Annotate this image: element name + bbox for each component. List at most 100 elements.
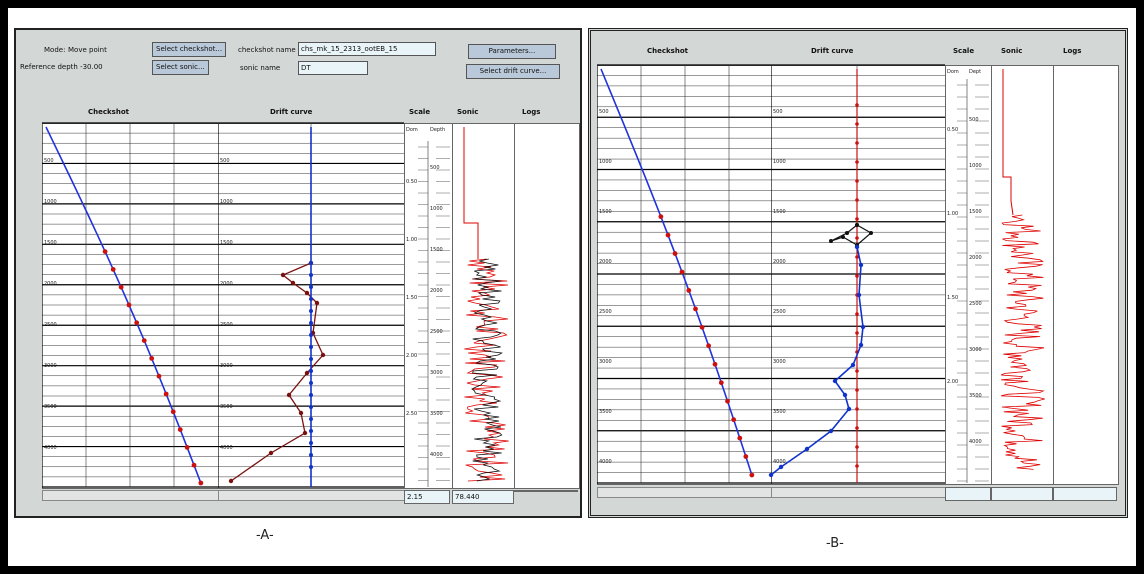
checkshot-a-point — [156, 373, 162, 379]
depth-tick-a-drift: 2000 — [220, 281, 233, 287]
checkshot-a-point — [110, 267, 116, 272]
depth-tick-a-checkshot: 1000 — [44, 199, 57, 205]
drift-b-black-point — [841, 235, 845, 239]
drift-b-baseline-point — [855, 198, 859, 202]
drift-a-point — [298, 410, 304, 416]
drift-a-point — [304, 370, 310, 376]
depth-tick-a-drift: 3500 — [220, 404, 233, 410]
drift-b-baseline-point — [855, 407, 859, 411]
drift-b-black-point — [869, 231, 873, 235]
checkshot-b-point — [712, 361, 718, 367]
depth-tick-b-drift: 500 — [773, 109, 783, 115]
drift-b-baseline-point — [855, 103, 859, 107]
drift-b-blue-point — [860, 324, 866, 330]
drift-a-baseline-point — [309, 429, 313, 433]
depth-tick-a-checkshot: 500 — [44, 158, 54, 164]
sonic-status-box: 78.440 — [452, 490, 514, 504]
sonic-track[interactable] — [991, 65, 1055, 485]
depth-tick-b-drift: 3000 — [773, 359, 786, 365]
depth-tick-b-checkshot: 3500 — [599, 409, 612, 415]
drift-b-baseline-point — [855, 255, 859, 259]
sonic-b-top — [1002, 69, 1014, 216]
drift-b-baseline-point — [855, 426, 859, 430]
scale-a-depth-label: 4000 — [430, 452, 443, 458]
drift-a-baseline-point — [309, 417, 313, 421]
drift-b-baseline-point — [855, 331, 859, 335]
scale-b-col-label: Dom — [947, 69, 959, 75]
checkshot-name-field[interactable]: chs_mk_15_2313_ootEB_15 — [298, 42, 436, 56]
scale-b-depth-label: 1000 — [969, 163, 982, 169]
depth-tick-b-checkshot: 1000 — [599, 159, 612, 165]
scale-a-col-label: Depth — [430, 127, 445, 133]
depth-tick-b-checkshot: 2500 — [599, 309, 612, 315]
depth-tick-b-drift: 1500 — [773, 209, 786, 215]
drift-b-black-point — [855, 223, 859, 227]
drift-b-baseline-point — [855, 388, 859, 392]
logs-status-box — [1053, 487, 1117, 501]
logs-header: Logs — [1063, 47, 1082, 55]
drift-b-blue-point — [828, 428, 834, 434]
checkshot-b-point — [706, 343, 712, 349]
depth-tick-a-drift: 2500 — [220, 322, 233, 328]
checkshot-a-point — [102, 249, 108, 255]
drift-curve-track[interactable] — [218, 123, 406, 489]
drift-a-baseline-point — [309, 453, 313, 457]
parameters-button[interactable]: Parameters... — [468, 44, 556, 59]
drift-a-point — [304, 290, 310, 296]
logs-track[interactable] — [514, 123, 580, 489]
drift-b-blue-point — [858, 342, 864, 348]
scale-a-depth-label: 500 — [430, 165, 440, 171]
drift-a-baseline-point — [309, 345, 313, 349]
scale-a-label: 2.00 — [406, 353, 417, 359]
checkshot-b-point — [686, 288, 692, 293]
depth-tick-a-drift: 1500 — [220, 240, 233, 246]
mode-value: Move point — [68, 46, 107, 54]
drift-b-blue-point — [856, 292, 862, 298]
depth-tick-a-drift: 3000 — [220, 363, 233, 369]
sonic-b-red-log — [1000, 214, 1045, 470]
sonic-name-field[interactable]: DT — [298, 61, 368, 75]
select-sonic-button[interactable]: Select sonic... — [152, 60, 209, 75]
sonic-track[interactable] — [452, 123, 516, 489]
checkshot-a-point — [170, 409, 176, 415]
select-checkshot-button[interactable]: Select checkshot... — [152, 42, 227, 57]
scale-a-label: 1.50 — [406, 295, 417, 301]
drift-a-baseline-point — [309, 261, 313, 265]
depth-tick-b-drift: 2000 — [773, 259, 786, 265]
depth-tick-a-checkshot: 2500 — [44, 322, 57, 328]
drift-b-baseline-point — [855, 445, 859, 449]
scale-b-label: 1.50 — [947, 295, 958, 301]
mode-label: Mode: — [44, 46, 66, 54]
depth-tick-a-drift: 500 — [220, 158, 230, 164]
drift-b-baseline-point — [855, 236, 859, 240]
depth-tick-b-drift: 2500 — [773, 309, 786, 315]
drift-a-baseline-point — [309, 465, 313, 469]
depth-tick-a-checkshot: 1500 — [44, 240, 57, 246]
sonic-status-box — [991, 487, 1053, 501]
checkshot-b-point — [693, 306, 698, 312]
drift-b-baseline-point — [855, 179, 859, 183]
reference-depth-label: Reference depth -30.00 — [20, 63, 103, 71]
drift-a-point — [228, 478, 234, 484]
drift-b-black-point — [845, 231, 849, 235]
drift-b-baseline-point — [855, 464, 859, 468]
sonic-header: Sonic — [457, 108, 479, 116]
checkshot-a-point — [191, 462, 197, 468]
drift-b-baseline-point — [855, 160, 859, 164]
drift-a-baseline-point — [309, 405, 313, 409]
caption-a: -A- — [256, 528, 274, 543]
drift-a-curve — [230, 262, 324, 482]
scale-a-depth-label: 3000 — [430, 370, 443, 376]
checkshot-b-point — [749, 472, 755, 478]
scale-a-label: 0.50 — [406, 179, 417, 185]
panel-b-window: Checkshot Drift curve Scale Sonic Logs — [588, 28, 1128, 518]
depth-tick-a-drift: 4000 — [220, 445, 233, 451]
drift-b-blue-point — [854, 244, 860, 250]
drift-b-blue-point — [846, 406, 852, 412]
select-drift-curve-button[interactable]: Select drift curve... — [466, 64, 560, 79]
checkshot-b-point — [743, 454, 749, 459]
checkshot-a-point — [177, 427, 183, 432]
logs-track[interactable] — [1053, 65, 1119, 485]
drift-curve-track[interactable] — [771, 65, 947, 485]
